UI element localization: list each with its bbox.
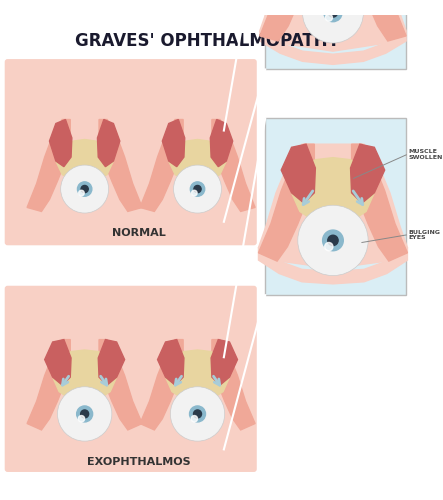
Polygon shape [258,144,408,268]
Circle shape [174,165,222,213]
Circle shape [191,190,197,196]
Circle shape [77,406,93,422]
Polygon shape [27,340,70,430]
Circle shape [79,190,84,196]
Circle shape [78,182,92,196]
Circle shape [191,416,198,422]
Polygon shape [99,340,142,430]
Circle shape [324,4,342,22]
Circle shape [328,235,338,246]
FancyBboxPatch shape [5,59,257,246]
Polygon shape [27,120,70,212]
Polygon shape [210,120,233,166]
Polygon shape [140,340,255,436]
Circle shape [81,186,88,192]
Polygon shape [158,340,184,385]
Polygon shape [260,0,406,51]
Circle shape [303,0,363,43]
Polygon shape [166,350,229,401]
Text: GRAVES' OPHTHALMOPATHY: GRAVES' OPHTHALMOPATHY [75,32,340,50]
Polygon shape [212,120,255,212]
Polygon shape [140,120,183,212]
Polygon shape [211,340,237,385]
Circle shape [190,406,206,422]
Circle shape [170,387,225,441]
Polygon shape [53,350,117,401]
Polygon shape [350,144,385,203]
Polygon shape [351,0,406,41]
Circle shape [323,230,343,251]
Polygon shape [260,0,315,41]
Circle shape [325,14,332,21]
Text: BULGING
EYES: BULGING EYES [408,230,440,240]
Circle shape [190,182,205,196]
Polygon shape [27,420,142,448]
Polygon shape [352,144,408,261]
Circle shape [325,242,333,251]
Polygon shape [140,120,255,220]
Text: NORMAL: NORMAL [113,228,166,238]
Polygon shape [27,120,142,220]
Polygon shape [50,120,72,166]
Circle shape [194,186,201,192]
Circle shape [194,410,202,418]
FancyBboxPatch shape [265,0,406,70]
Text: EXOPHTHALMOS: EXOPHTHALMOS [87,456,191,466]
Circle shape [328,8,338,17]
Polygon shape [99,120,142,212]
Circle shape [78,416,85,422]
FancyBboxPatch shape [5,286,257,472]
Polygon shape [162,120,185,166]
Polygon shape [169,140,226,179]
Polygon shape [281,144,315,203]
Circle shape [81,410,89,418]
Polygon shape [260,31,406,64]
Polygon shape [258,144,315,261]
Polygon shape [212,340,255,430]
FancyBboxPatch shape [265,118,406,295]
Polygon shape [291,158,374,224]
Polygon shape [56,140,113,179]
Polygon shape [140,340,183,430]
Polygon shape [140,204,255,230]
Text: MUSCLE
SWOLLEN: MUSCLE SWOLLEN [408,150,443,160]
Circle shape [58,387,112,441]
Polygon shape [98,340,124,385]
Circle shape [298,205,368,276]
Polygon shape [27,340,142,436]
Polygon shape [27,204,142,230]
Circle shape [61,165,109,213]
Polygon shape [258,248,408,284]
Polygon shape [45,340,71,385]
Polygon shape [140,420,255,448]
Polygon shape [97,120,120,166]
